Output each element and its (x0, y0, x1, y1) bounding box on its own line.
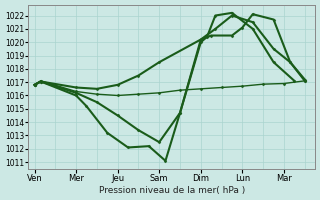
X-axis label: Pression niveau de la mer( hPa ): Pression niveau de la mer( hPa ) (99, 186, 245, 195)
